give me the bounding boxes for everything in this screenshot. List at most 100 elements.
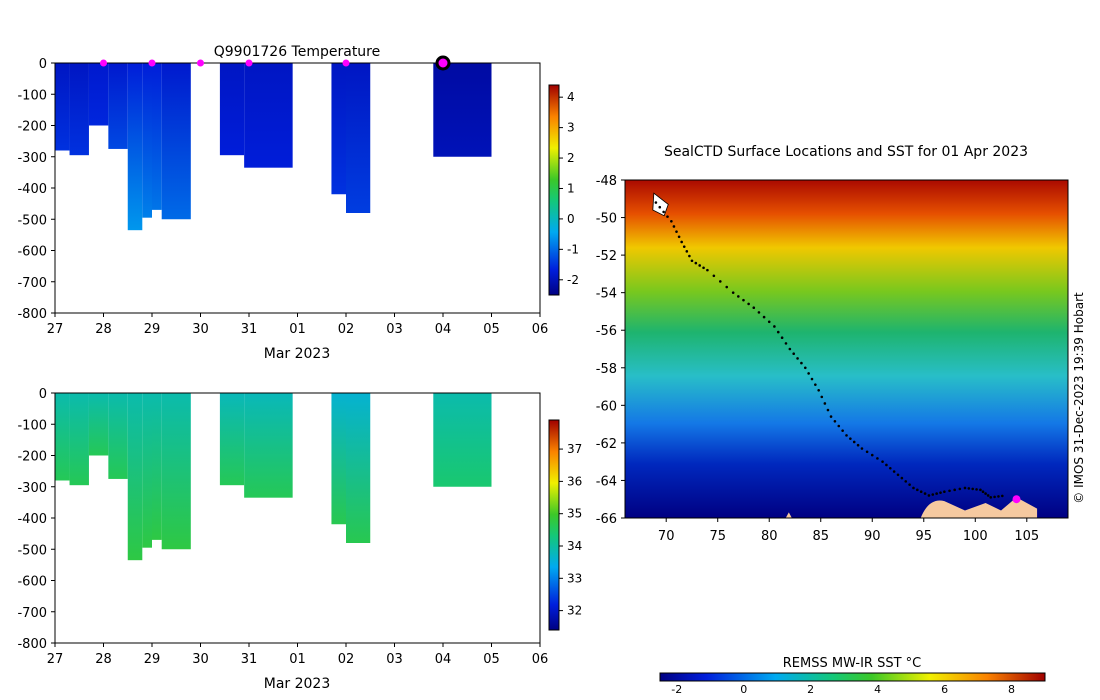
sst-map-panel: -48 -50 -52 -54 -56 -58 -60 -62 -64 -66 70 75 80 85 90… bbox=[596, 174, 1069, 544]
track-point bbox=[762, 315, 766, 319]
track-point bbox=[979, 488, 982, 492]
track-point bbox=[773, 325, 776, 328]
y-tick-label: -600 bbox=[17, 575, 47, 590]
track-point bbox=[939, 491, 942, 494]
track-point bbox=[963, 486, 967, 490]
track-point bbox=[731, 291, 735, 294]
x-tick-label: 04 bbox=[435, 652, 452, 667]
y-tick-label: 0 bbox=[39, 387, 47, 402]
profile-column bbox=[108, 393, 128, 479]
track-point bbox=[718, 280, 722, 283]
track-point bbox=[845, 434, 848, 437]
track-point bbox=[833, 419, 837, 423]
y-tick-label: -500 bbox=[17, 543, 47, 558]
track-point bbox=[712, 274, 716, 278]
map-y-tick-label: -50 bbox=[596, 212, 617, 227]
track-point bbox=[694, 261, 698, 265]
x-tick-label: 04 bbox=[435, 322, 452, 337]
track-point bbox=[767, 320, 771, 324]
track-point bbox=[800, 361, 803, 365]
track-point bbox=[807, 372, 810, 375]
track-point bbox=[896, 473, 900, 477]
latest-profile-marker bbox=[435, 55, 451, 71]
x-tick-label: 06 bbox=[532, 652, 549, 667]
y-tick-label: -600 bbox=[17, 245, 47, 260]
x-tick-label: 28 bbox=[95, 652, 112, 667]
colorbar-tick-label: 34 bbox=[567, 539, 582, 553]
coast-island bbox=[785, 512, 792, 518]
map-y-tick-label: -58 bbox=[596, 362, 617, 377]
map-colorbar-tick-label: 0 bbox=[740, 683, 747, 696]
profile-marker bbox=[245, 59, 253, 67]
track-point bbox=[817, 389, 820, 392]
x-tick-label: 29 bbox=[144, 322, 161, 337]
track-point bbox=[742, 298, 745, 302]
x-tick-label: 02 bbox=[338, 322, 355, 337]
profile-column bbox=[331, 393, 346, 525]
track-point bbox=[757, 311, 761, 314]
x-tick-label: 05 bbox=[483, 322, 500, 337]
y-tick-label: -100 bbox=[17, 88, 47, 103]
profile-column bbox=[433, 393, 492, 487]
profile-marker bbox=[100, 59, 107, 67]
colorbar-tick-label: 32 bbox=[567, 604, 582, 618]
track-point bbox=[796, 357, 799, 360]
track-point bbox=[885, 463, 888, 467]
map-colorbar-tick-label: 2 bbox=[807, 683, 814, 696]
track-point bbox=[658, 205, 662, 209]
track-point bbox=[881, 460, 884, 463]
profile-column bbox=[244, 63, 293, 168]
x-tick-label: 30 bbox=[192, 652, 209, 667]
track-point bbox=[737, 295, 740, 298]
track-point bbox=[888, 466, 892, 470]
colorbar-tick-label: 4 bbox=[567, 90, 575, 104]
track-point bbox=[967, 487, 971, 490]
track-point bbox=[662, 210, 665, 214]
profile-column bbox=[55, 63, 70, 151]
track-point bbox=[788, 347, 792, 351]
x-tick-label: 31 bbox=[241, 652, 258, 667]
map-y-tick-label: -54 bbox=[596, 287, 617, 302]
map-y-tick-label: -60 bbox=[596, 399, 617, 414]
y-tick-label: -800 bbox=[17, 637, 47, 652]
profile-column bbox=[244, 393, 293, 498]
track-point bbox=[823, 402, 827, 405]
track-point bbox=[904, 480, 908, 483]
track-point bbox=[984, 492, 987, 495]
x-tick-label: 30 bbox=[192, 322, 209, 337]
x-tick-label: 06 bbox=[532, 322, 549, 337]
profile-marker bbox=[148, 59, 156, 67]
profile-column bbox=[346, 393, 371, 543]
profile-column bbox=[219, 393, 245, 486]
x-tick-label: 02 bbox=[338, 652, 355, 667]
colorbar-tick-label: -1 bbox=[567, 242, 579, 256]
colorbar bbox=[548, 419, 560, 631]
track-point bbox=[725, 285, 729, 289]
temperature-x-label: Mar 2023 bbox=[264, 346, 331, 362]
map-y-tick-label: -52 bbox=[596, 249, 617, 264]
track-point bbox=[666, 215, 669, 218]
x-tick-label: 27 bbox=[47, 652, 64, 667]
profile-column bbox=[161, 63, 191, 220]
track-point bbox=[935, 492, 938, 495]
track-point bbox=[923, 492, 927, 495]
map-x-tick-label: 100 bbox=[963, 529, 988, 544]
map-x-tick-label: 80 bbox=[761, 529, 778, 544]
map-y-tick-label: -56 bbox=[596, 324, 617, 339]
profile-column bbox=[108, 63, 128, 149]
track-point bbox=[803, 366, 807, 370]
colorbar-tick-label: 1 bbox=[567, 181, 575, 195]
salinity-x-label: Mar 2023 bbox=[264, 676, 331, 692]
track-point bbox=[747, 302, 750, 306]
track-point bbox=[814, 383, 817, 386]
profile-column bbox=[152, 393, 162, 540]
profile-column bbox=[55, 393, 70, 481]
track-point bbox=[986, 494, 990, 497]
x-tick-label: 03 bbox=[386, 322, 403, 337]
colorbar-tick-label: 37 bbox=[567, 442, 582, 456]
map-x-tick-label: 75 bbox=[709, 529, 726, 544]
x-tick-label: 29 bbox=[144, 652, 161, 667]
y-tick-label: 0 bbox=[39, 57, 47, 72]
latest-position-marker bbox=[1012, 495, 1021, 504]
profile-column bbox=[142, 63, 152, 218]
